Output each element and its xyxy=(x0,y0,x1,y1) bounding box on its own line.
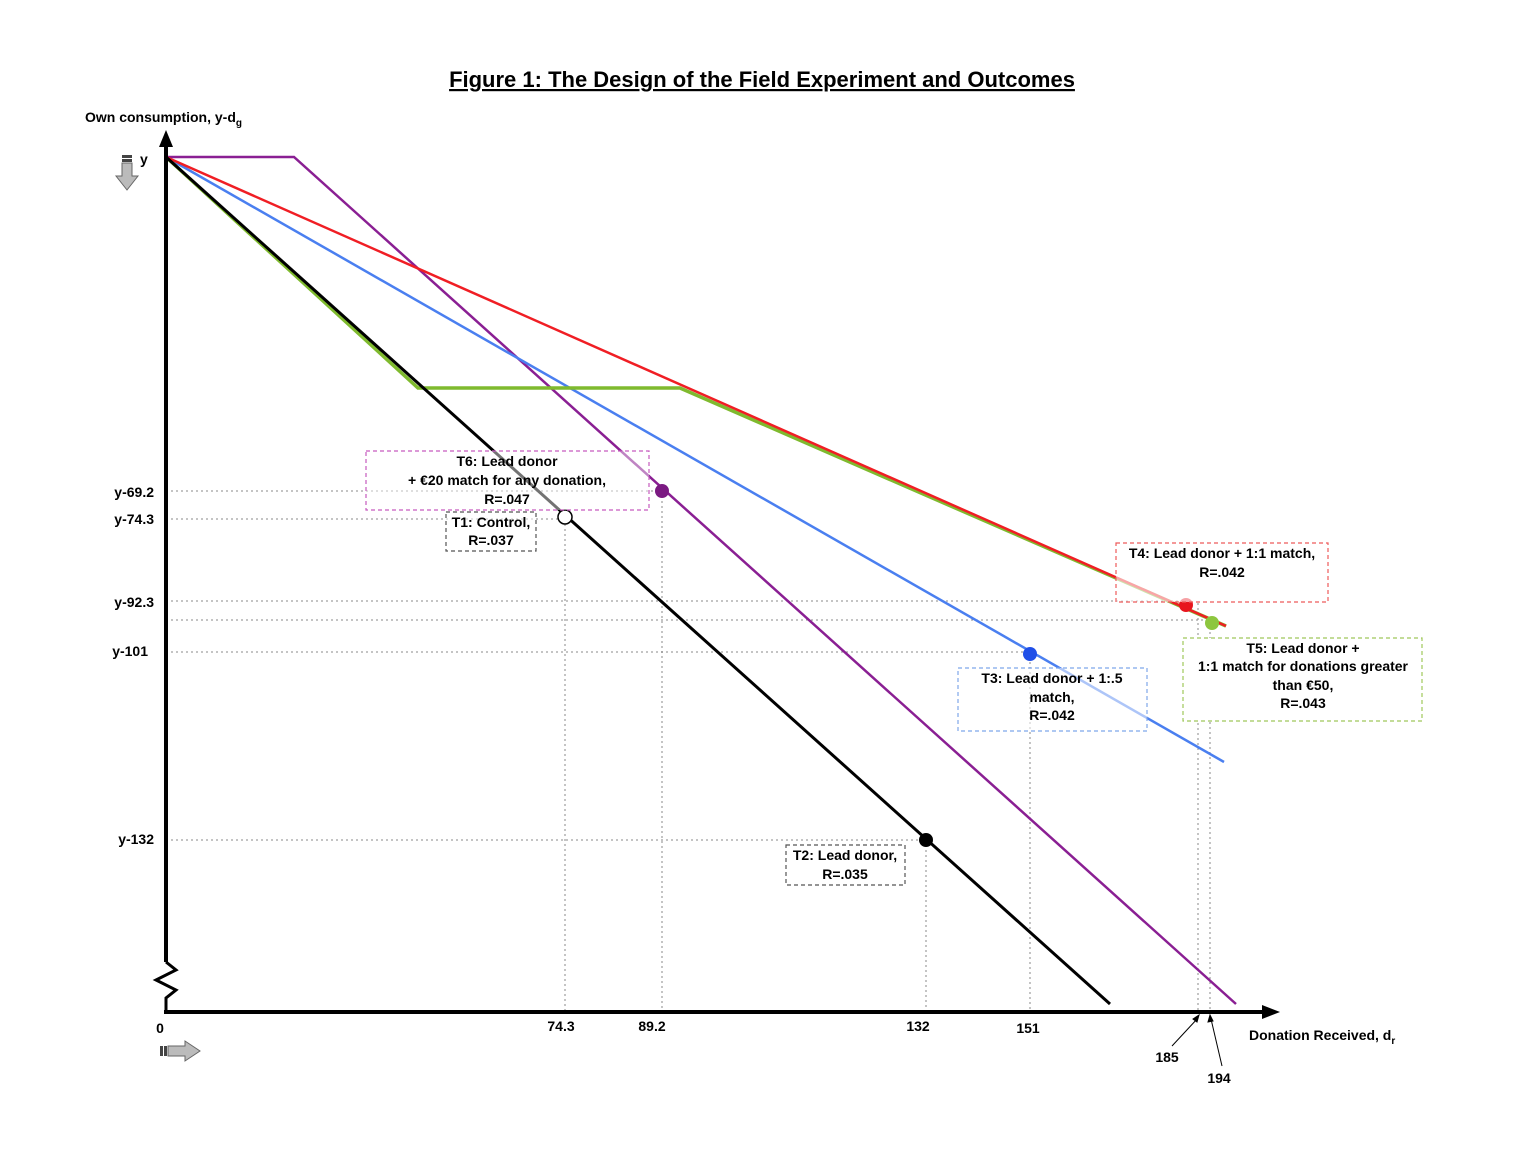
t1-label-box: T1: Control, R=.037 xyxy=(445,511,537,552)
t1-label-line: R=.037 xyxy=(468,532,514,548)
t6-label-line: + €20 match for any donation, xyxy=(408,472,606,488)
t6-label-line: R=.047 xyxy=(484,491,530,507)
t6-label-line: T6: Lead donor xyxy=(456,453,558,469)
t5-outcome-point xyxy=(1205,616,1219,630)
t3-outcome-point xyxy=(1023,647,1037,661)
y-axis-arrowhead xyxy=(159,130,173,147)
t6-budget-line xyxy=(166,155,1237,1005)
t2-label-box: T2: Lead donor, R=.035 xyxy=(785,844,906,886)
control-budget-line xyxy=(164,155,1112,1006)
t4-label-box: T4: Lead donor + 1:1 match, R=.042 xyxy=(1115,542,1329,603)
x-axis-arrowhead xyxy=(1262,1005,1280,1019)
t4-label-line: R=.042 xyxy=(1199,564,1245,580)
y-top-label: y xyxy=(140,151,148,167)
t5-label-line: R=.043 xyxy=(1280,695,1326,711)
x-tick-label: 74.3 xyxy=(547,1018,574,1034)
t6-label-box: T6: Lead donor + €20 match for any donat… xyxy=(365,450,650,511)
tick-leader-lines xyxy=(1171,1013,1223,1067)
t3-label-box: T3: Lead donor + 1:.5 match, R=.042 xyxy=(957,667,1148,732)
t5-label-line: 1:1 match for donations greater xyxy=(1198,658,1409,674)
origin-label: 0 xyxy=(156,1020,164,1036)
y-tick-label: y-132 xyxy=(118,831,154,847)
y-tick-label: y-69.2 xyxy=(114,484,154,500)
guide-lines xyxy=(166,490,1212,1012)
x-tick-label: 151 xyxy=(1016,1020,1040,1036)
y-tick-label: y-101 xyxy=(112,643,148,659)
t1-label-line: T1: Control, xyxy=(452,514,531,530)
t3-label-line: match, xyxy=(1029,689,1074,705)
t1-outcome-point xyxy=(557,509,573,525)
t4-label-line: T4: Lead donor + 1:1 match, xyxy=(1129,545,1315,561)
y-axis-break xyxy=(152,960,179,1012)
t3-budget-line xyxy=(165,155,1225,764)
figure-title: Figure 1: The Design of the Field Experi… xyxy=(449,67,1075,92)
t5-label-line: T5: Lead donor + xyxy=(1246,640,1359,656)
x-tick-label: 194 xyxy=(1207,1070,1231,1086)
down-arrow-icon xyxy=(114,155,140,191)
t3-label-line: R=.042 xyxy=(1029,707,1075,723)
x-axis-label: Donation Received, dr xyxy=(1249,1027,1395,1047)
t2-label-line: T2: Lead donor, xyxy=(793,847,897,863)
y-tick-label: y-74.3 xyxy=(114,511,154,527)
t2-outcome-point xyxy=(919,833,933,847)
right-arrow-icon xyxy=(160,1040,201,1062)
x-tick-label: 132 xyxy=(906,1018,930,1034)
t2-label-line: R=.035 xyxy=(822,866,868,882)
y-axis-label: Own consumption, y-dg xyxy=(85,109,242,129)
x-tick-label: 89.2 xyxy=(638,1018,665,1034)
t5-budget-line xyxy=(164,155,1227,628)
t3-label-line: T3: Lead donor + 1:.5 xyxy=(981,670,1122,686)
x-tick-label: 185 xyxy=(1155,1049,1179,1065)
t5-label-line: than €50, xyxy=(1273,677,1334,693)
t4-budget-line xyxy=(165,155,1227,628)
y-tick-label: y-92.3 xyxy=(114,594,154,610)
t6-outcome-point xyxy=(655,484,669,498)
t5-label-box: T5: Lead donor + 1:1 match for donations… xyxy=(1182,637,1423,722)
